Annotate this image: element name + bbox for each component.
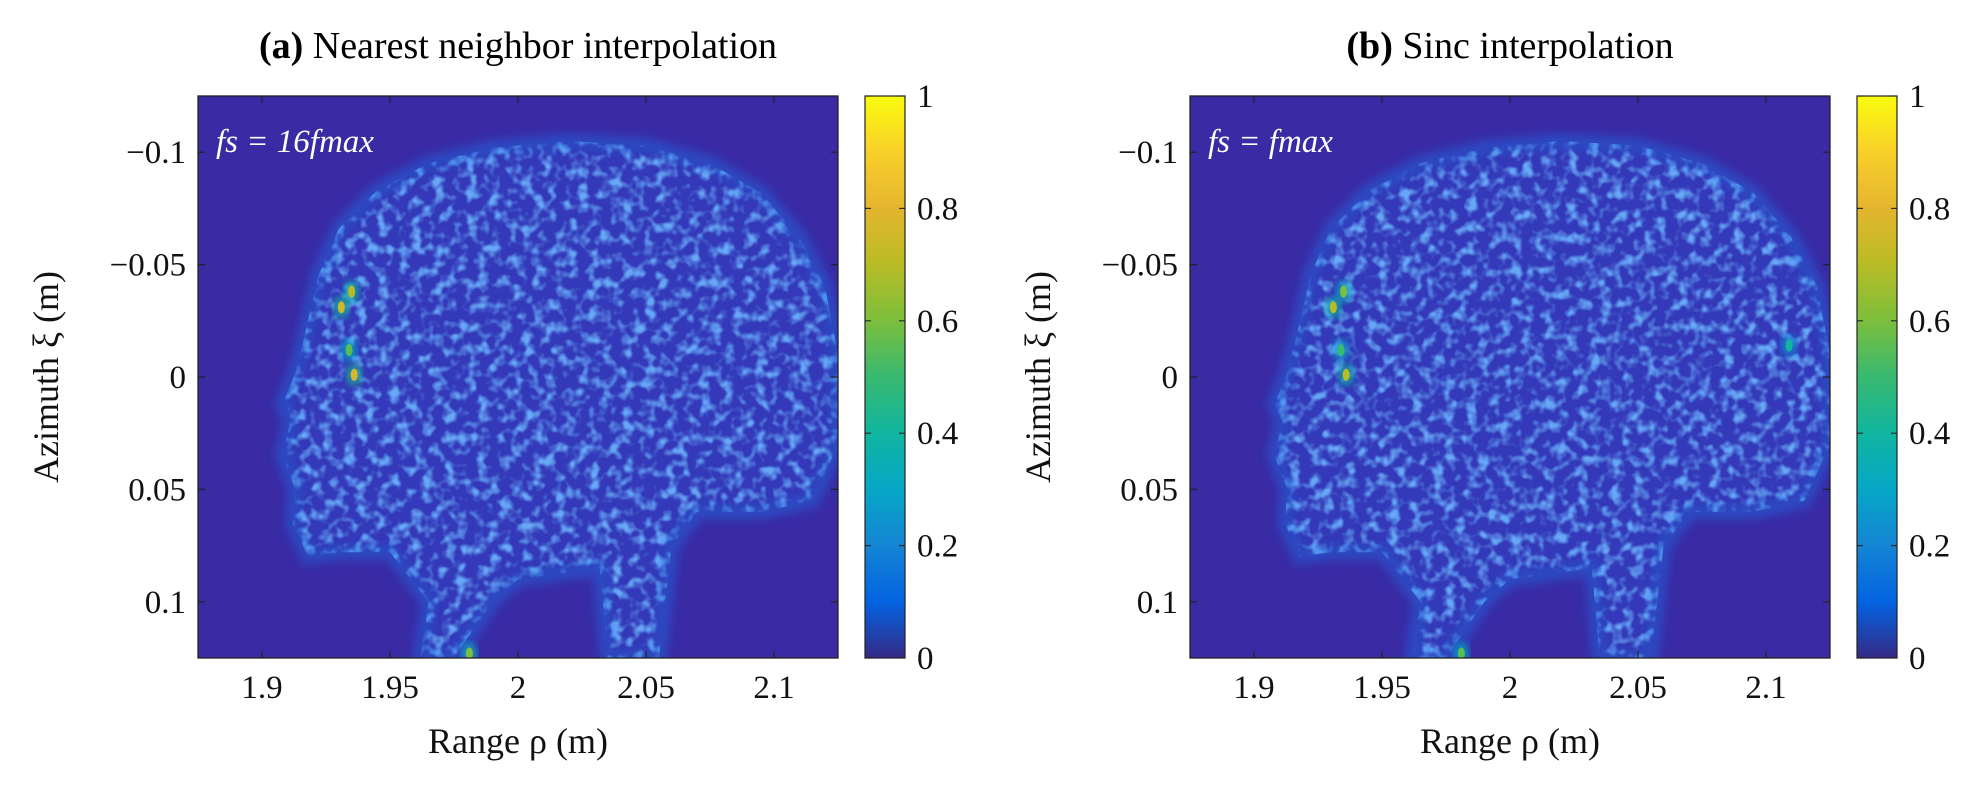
head-rim	[273, 132, 838, 658]
colorbar	[865, 96, 905, 658]
colorbar-tick-label: 0.2	[1909, 529, 1950, 565]
heatmap-image	[1190, 96, 1830, 658]
colorbar-tick-label: 0.4	[917, 416, 958, 452]
panel-b: (b) Sinc interpolation 1.9 1.95 2 2.05 2.1 −0.…	[1018, 25, 1950, 761]
x-tick-label: 1.95	[361, 670, 419, 706]
y-tick-label: 0.05	[1120, 472, 1178, 508]
x-axis-label: Range ρ (m)	[1420, 721, 1600, 761]
panel-title-text: Sinc interpolation	[1402, 25, 1673, 67]
panel-title: (a) Nearest neighbor interpolation	[259, 25, 777, 67]
hotspot	[348, 285, 356, 298]
y-tick-label: 0	[170, 360, 187, 396]
x-tick-label: 2.05	[617, 670, 675, 706]
head-rim	[1265, 132, 1830, 658]
hotspot	[350, 368, 358, 381]
panel-title: (b) Sinc interpolation	[1346, 25, 1673, 67]
hotspot	[345, 344, 353, 357]
panel-title-text: Nearest neighbor interpolation	[313, 25, 777, 67]
colorbar-frame	[1856, 95, 1898, 659]
x-tick-label: 2	[1502, 670, 1519, 706]
panel-a: (a) Nearest neighbor interpolation 1.9 1.9…	[26, 25, 958, 761]
x-tick-label: 1.9	[241, 670, 282, 706]
y-tick-label: −0.1	[1118, 135, 1178, 171]
x-tick-label: 1.95	[1353, 670, 1411, 706]
hotspot	[1340, 285, 1348, 298]
y-tick-label: −0.05	[110, 248, 186, 284]
colorbar	[1857, 96, 1897, 658]
y-tick-label: 0.1	[145, 585, 186, 621]
panel-title-prefix: (b)	[1346, 25, 1402, 67]
x-tick-label: 2.1	[1745, 670, 1786, 706]
colorbar-tick-label: 0.2	[917, 529, 958, 565]
colorbar-tick-label: 0	[917, 641, 934, 677]
colorbar-tick-label: 0.4	[1909, 416, 1950, 452]
sampling-annotation: fs = 16fmax	[216, 124, 374, 160]
y-tick-label: 0.1	[1137, 585, 1178, 621]
x-tick-label: 2	[510, 670, 527, 706]
hotspot	[1785, 339, 1793, 352]
x-tick-label: 2.1	[753, 670, 794, 706]
y-axis-label: Azimuth ξ (m)	[26, 271, 66, 483]
y-tick-label: 0	[1162, 360, 1179, 396]
x-axis-label: Range ρ (m)	[428, 721, 608, 761]
panel-title-prefix: (a)	[259, 25, 313, 67]
hotspot	[1342, 368, 1350, 381]
head-speckle	[1274, 141, 1830, 658]
hotspot	[1337, 344, 1345, 357]
heatmap-image	[198, 96, 838, 658]
x-tick-label: 1.9	[1233, 670, 1274, 706]
hotspot	[465, 647, 473, 658]
colorbar-tick-label: 1	[917, 79, 934, 115]
head-speckle	[282, 141, 838, 658]
sampling-annotation: fs = fmax	[1208, 124, 1333, 160]
x-tick-label: 2.05	[1609, 670, 1667, 706]
hotspot	[337, 301, 345, 314]
colorbar-tick-label: 0	[1909, 641, 1926, 677]
colorbar-tick-label: 0.8	[1909, 191, 1950, 227]
colorbar-tick-label: 0.6	[917, 304, 958, 340]
hotspot	[1329, 301, 1337, 314]
y-tick-label: −0.05	[1102, 248, 1178, 284]
colorbar-tick-label: 0.8	[917, 191, 958, 227]
hotspot	[1457, 647, 1465, 658]
colorbar-frame	[864, 95, 906, 659]
colorbar-tick-label: 1	[1909, 79, 1926, 115]
y-tick-label: −0.1	[126, 135, 186, 171]
y-tick-label: 0.05	[128, 472, 186, 508]
colorbar-tick-label: 0.6	[1909, 304, 1950, 340]
y-axis-label: Azimuth ξ (m)	[1018, 271, 1058, 483]
